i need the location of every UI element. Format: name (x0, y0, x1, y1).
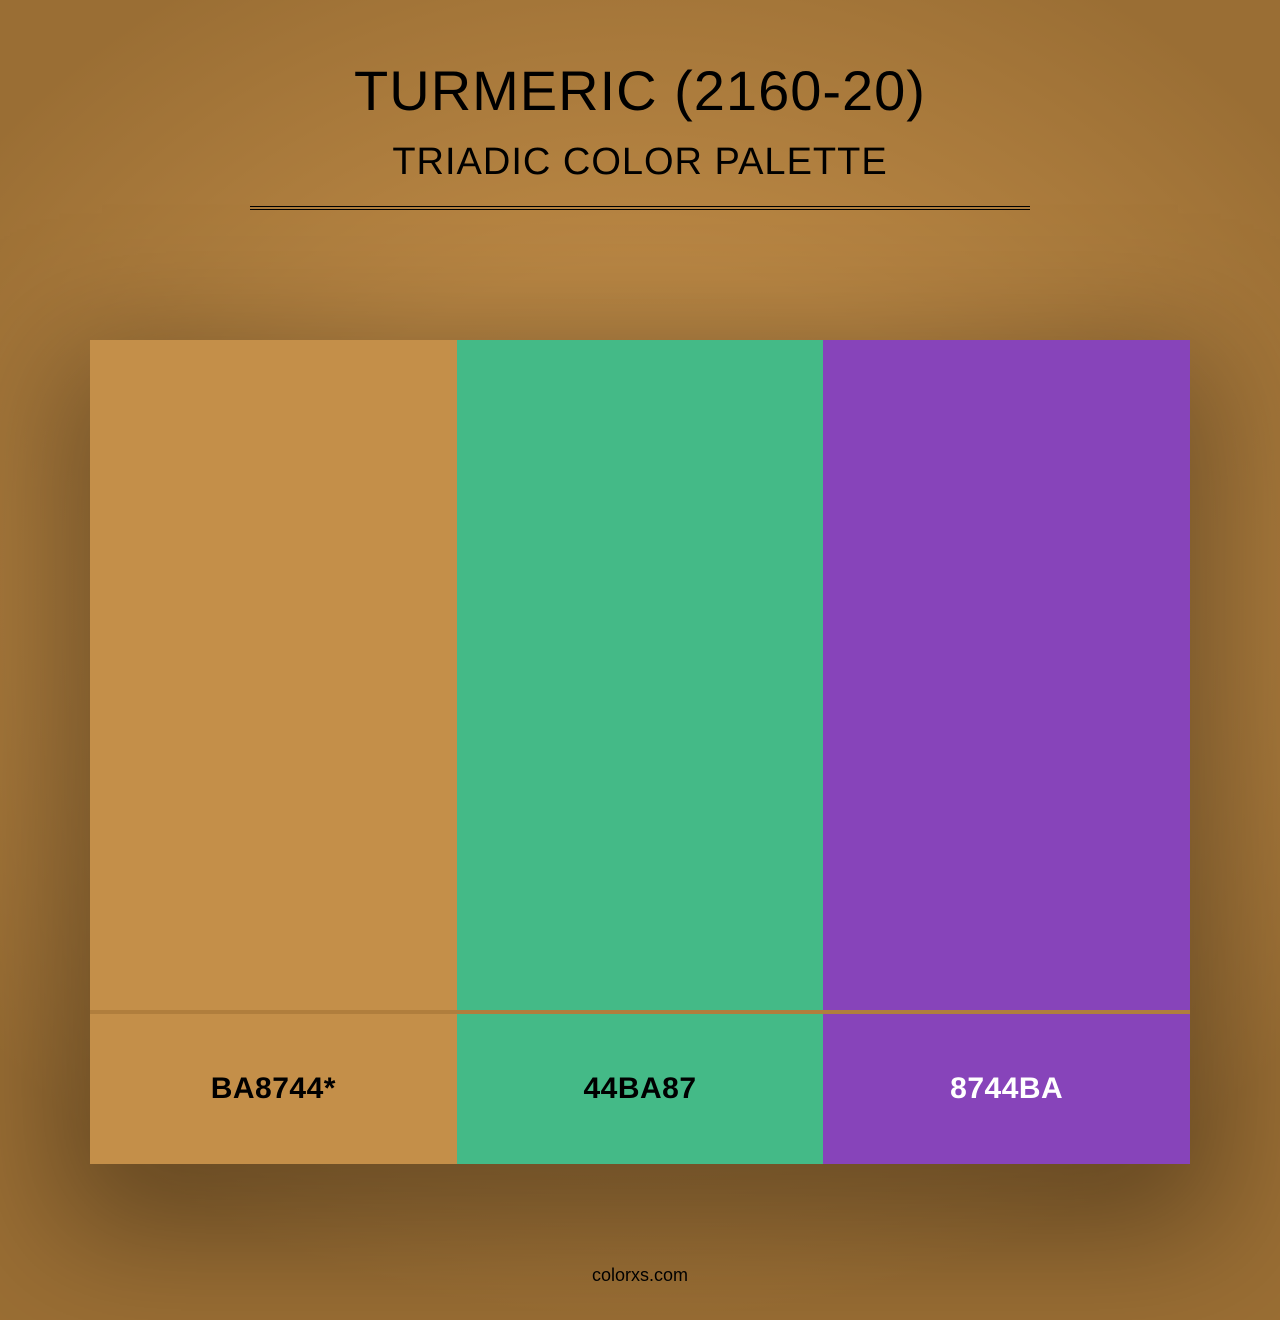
palette-title: TURMERIC (2160-20) (0, 58, 1280, 123)
label-row: BA8744* 44BA87 8744BA (90, 1014, 1190, 1164)
swatch-row (90, 340, 1190, 1010)
palette-subtitle: TRIADIC COLOR PALETTE (0, 141, 1280, 184)
swatch-label-2: 44BA87 (457, 1014, 824, 1164)
footer-credit: colorxs.com (0, 1265, 1280, 1286)
swatch-3 (823, 340, 1190, 1010)
header-divider (250, 206, 1030, 210)
palette-header: TURMERIC (2160-20) TRIADIC COLOR PALETTE (0, 58, 1280, 210)
swatch-1 (90, 340, 457, 1010)
swatch-label-1: BA8744* (90, 1014, 457, 1164)
swatch-2 (457, 340, 824, 1010)
palette-container: BA8744* 44BA87 8744BA (90, 340, 1190, 1164)
swatch-label-3: 8744BA (823, 1014, 1190, 1164)
